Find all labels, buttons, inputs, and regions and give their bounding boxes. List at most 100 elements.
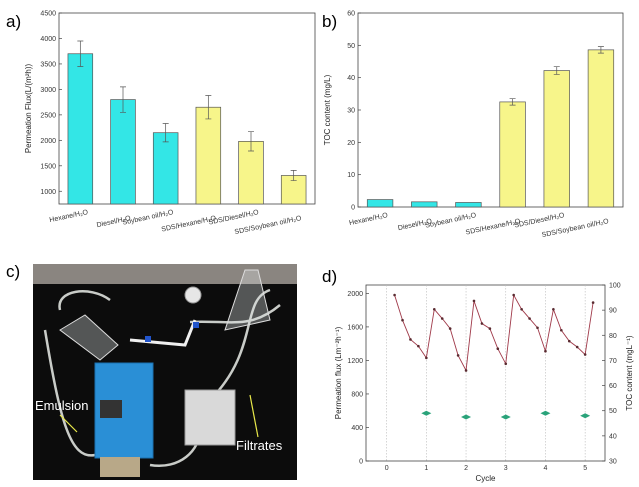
y-tick-label: 4000 — [40, 36, 56, 43]
panel-label-b: b) — [322, 12, 337, 31]
filtrate-flask — [224, 269, 271, 331]
error-bar — [162, 123, 169, 143]
y-tick-label: 0 — [351, 205, 355, 212]
x-tick-label: 3 — [504, 465, 508, 472]
wall-strip — [33, 264, 297, 284]
error-bar — [248, 131, 254, 152]
bar — [366, 199, 394, 208]
error-bar — [205, 95, 212, 120]
y2-tick-label: 30 — [609, 459, 617, 466]
y-tick-label: 800 — [351, 391, 363, 398]
y-axis-label: Permeation flux (Lm⁻²h⁻¹) — [334, 326, 343, 419]
panel-label-c: c) — [6, 262, 20, 281]
toc-point — [540, 410, 551, 416]
y-tick-label: 1500 — [40, 163, 56, 170]
y-tick-label: 1000 — [40, 189, 56, 196]
bar — [110, 99, 136, 205]
flux-point — [567, 339, 571, 343]
error-bar — [120, 86, 126, 113]
flux-point — [591, 301, 595, 304]
flux-point — [456, 354, 460, 357]
toc-point — [500, 414, 511, 420]
valve — [193, 322, 199, 328]
category-label: SDS/Diesel/H₂O — [208, 209, 260, 227]
flux-point — [409, 338, 412, 341]
y-tick-label: 0 — [359, 459, 363, 466]
pump-base — [100, 457, 140, 477]
category-label: SDS/Diesel/H₂O — [514, 212, 566, 230]
bar — [499, 101, 526, 208]
chart-a-permeation-flux: 1000 1500 2000 2500 3000 3500 4000 4500 Hexane/H… — [24, 11, 316, 236]
bar — [543, 70, 570, 208]
y-axis-label: Permeation Flux(L/(m²h)) — [24, 63, 33, 153]
y-tick-label: 50 — [347, 43, 355, 50]
pressure-gauge — [184, 286, 202, 304]
flux-point — [544, 349, 547, 353]
error-bar — [553, 66, 560, 75]
bar — [455, 202, 482, 208]
feed-flask — [59, 314, 119, 361]
flux-point — [536, 326, 539, 330]
flux-point — [552, 308, 555, 311]
arrow-filtrates — [249, 394, 259, 438]
y2-tick-label: 100 — [609, 283, 621, 290]
panel-label-a: a) — [6, 12, 21, 31]
y-tick-label: 10 — [347, 172, 355, 179]
y-tick-label: 2000 — [347, 291, 363, 298]
x-tick-label: 0 — [385, 465, 389, 472]
error-bar — [290, 170, 297, 181]
y-tick-label: 60 — [347, 11, 355, 18]
flux-point — [440, 317, 444, 320]
error-bar — [77, 40, 84, 67]
y-tick-label: 20 — [347, 140, 355, 147]
flux-line — [394, 293, 594, 372]
flux-point — [472, 299, 476, 303]
x-tick-label: 1 — [424, 465, 428, 472]
y-tick-label: 2500 — [40, 112, 56, 119]
category-label: Soybean oil/H₂O — [122, 209, 175, 227]
x-tick-label: 2 — [464, 465, 468, 472]
category-label: Hexane/H₂O — [49, 209, 89, 224]
y-tick-label: 2000 — [40, 138, 56, 145]
y2-tick-label: 70 — [609, 358, 617, 365]
toc-point — [421, 410, 432, 416]
bench-surface — [33, 264, 297, 480]
flux-point — [504, 362, 508, 366]
error-bar — [509, 98, 516, 106]
panel-label-d: d) — [322, 267, 337, 286]
flux-point — [496, 347, 500, 350]
y-tick-label: 1200 — [347, 358, 363, 365]
y2-tick-label: 90 — [609, 308, 617, 315]
pump-display — [100, 400, 122, 418]
chart-d-cycle: 0 1 2 3 4 50400800120016002000304050607080901… — [334, 283, 634, 484]
error-bar — [597, 46, 604, 54]
y-tick-label: 3000 — [40, 87, 56, 94]
arrow-emulsion — [59, 414, 78, 433]
flux-point — [480, 322, 484, 325]
bar — [152, 132, 179, 205]
label-filtrates: Filtrates — [236, 438, 283, 453]
bar — [67, 53, 94, 205]
flux-point — [528, 317, 531, 320]
y2-axis-label: TOC content (mgL⁻¹) — [625, 335, 634, 411]
flux-point — [575, 345, 579, 349]
flux-point — [448, 327, 452, 330]
label-emulsion: Emulsion — [35, 398, 88, 413]
bar — [411, 201, 438, 208]
category-label: Soybean oil/H₂O — [425, 212, 478, 230]
y2-tick-label: 80 — [609, 333, 617, 340]
flux-point — [432, 308, 436, 311]
flux-point — [401, 318, 404, 322]
flux-point — [520, 308, 523, 311]
bar — [587, 49, 615, 208]
x-tick-label: 4 — [543, 465, 547, 472]
flux-point — [512, 293, 515, 297]
y2-tick-label: 50 — [609, 408, 617, 415]
bar — [280, 175, 307, 205]
y-tick-label: 4500 — [40, 11, 56, 18]
flux-point — [583, 353, 587, 356]
plot-frame — [357, 12, 624, 208]
tubing — [43, 288, 281, 468]
